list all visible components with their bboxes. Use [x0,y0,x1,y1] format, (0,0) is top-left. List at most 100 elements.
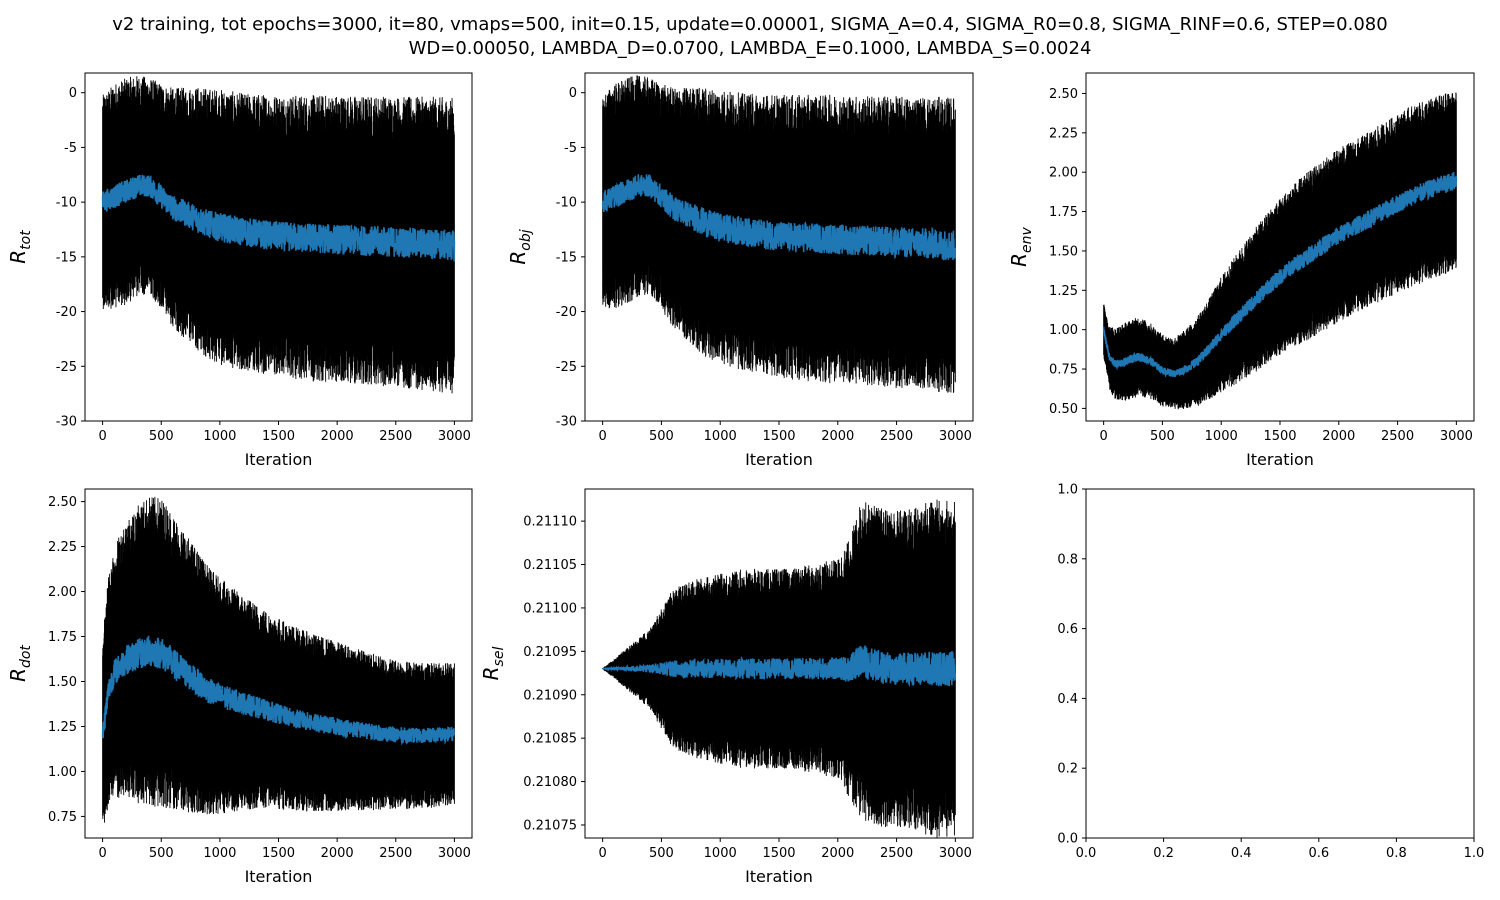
x-tick-label: 0.8 [1386,846,1407,861]
x-tick-label: 3000 [438,846,471,861]
subplot-2: 0 500 1000 1500 2000 2500 3000 -30 -25 -20 -15 -10 -… [506,73,973,469]
y-tick-label: 0.50 [1049,402,1078,417]
x-tick-label: 1500 [262,429,295,444]
series-1 [603,500,956,838]
x-tick-label: 3000 [438,429,471,444]
y-tick-label: 2.00 [48,585,77,600]
x-tick-label: 2500 [379,846,412,861]
x-tick-label: 500 [1150,429,1175,444]
x-tick-label: 0 [98,846,106,861]
y-tick-label: 0.4 [1057,692,1078,707]
y-tick-label: 1.75 [1049,205,1078,220]
y-tick-label: 0.6 [1057,622,1078,637]
x-tick-label: 500 [649,429,674,444]
y-tick-label: -10 [56,196,77,211]
y-tick-label: 2.25 [1049,126,1078,141]
x-tick-label: 0.4 [1231,846,1252,861]
y-tick-label: 1.00 [48,765,77,780]
x-tick-label: 1000 [704,429,737,444]
y-tick-label: 0.0 [1057,832,1078,847]
y-tick-label: 0.21105 [523,558,577,573]
y-tick-label: -25 [56,360,77,375]
subplot-6: 0.0 0.2 0.4 0.6 0.8 1.0 0.0 0.2 0.4 0.6 0.8 1.0 [1057,483,1484,862]
y-axis-label: Rtot [6,230,34,264]
y-tick-label: 0.21090 [523,688,577,703]
y-tick-label: 0.8 [1057,552,1078,567]
y-tick-label: 0.21085 [523,732,577,747]
x-tick-label: 2000 [1322,429,1355,444]
x-tick-label: 2500 [379,429,412,444]
y-tick-label: 2.50 [48,495,77,510]
subplot-5: 0 500 1000 1500 2000 2500 3000 0.21075 0.21080 0.… [479,489,973,886]
x-tick-label: 1500 [762,429,795,444]
series-1 [1104,92,1457,409]
x-tick-label: 1000 [203,846,236,861]
y-tick-label: -20 [556,305,577,320]
series-1 [103,497,455,823]
y-tick-label: 1.0 [1057,483,1078,498]
y-tick-label: 0 [69,86,77,101]
y-tick-label: 0.21075 [523,818,577,833]
y-tick-label: 0.21110 [523,515,577,530]
x-tick-label: 1.0 [1464,846,1485,861]
x-axis-label: Iteration [1246,450,1314,469]
x-tick-label: 0.0 [1076,846,1097,861]
y-tick-label: -10 [556,196,577,211]
x-tick-label: 0 [1099,429,1107,444]
subplot-1: 0 500 1000 1500 2000 2500 3000-30-25-20-15-10-… [6,73,472,469]
x-tick-label: 1500 [262,846,295,861]
x-tick-label: 3000 [939,429,972,444]
error-bars [1104,92,1457,409]
y-tick-label: 0.75 [48,810,77,825]
y-tick-label: -30 [56,415,77,430]
x-axis-label: Iteration [745,450,813,469]
y-tick-label: 0.21080 [523,775,577,790]
y-tick-label: -5 [564,141,577,156]
subplot-4: 0 500 1000 1500 2000 2500 3000 0.75 1.00 1.25 1.50… [6,489,472,886]
series-1 [603,75,956,393]
y-tick-label: 1.50 [1049,244,1078,259]
y-tick-label: -30 [556,415,577,430]
y-tick-label: 1.75 [48,630,77,645]
x-axis-label: Iteration [245,867,313,886]
x-tick-label: 3000 [939,846,972,861]
x-tick-label: 2000 [321,846,354,861]
y-tick-label: 0 [569,86,577,101]
x-tick-label: 3000 [1440,429,1473,444]
series-1 [103,76,455,393]
x-tick-label: 2500 [880,846,913,861]
y-tick-label: 0.21095 [523,645,577,660]
y-tick-label: -15 [556,250,577,265]
y-tick-label: 2.00 [1049,166,1078,181]
x-tick-label: 2500 [1381,429,1414,444]
x-axis-label: Iteration [245,450,313,469]
x-tick-label: 0 [598,429,606,444]
y-axis-label: Robj [506,229,534,264]
y-tick-label: 1.25 [48,720,77,735]
x-tick-label: 0 [98,429,106,444]
y-tick-label: -15 [56,250,77,265]
x-tick-label: 1500 [1263,429,1296,444]
x-tick-label: 500 [149,846,174,861]
y-tick-label: 2.25 [48,540,77,555]
y-tick-label: -25 [556,360,577,375]
y-axis-label: Renv [1007,226,1035,266]
subplot-3: 0 500 1000 1500 2000 2500 3000 0.50 0.75 1.00 1.25… [1007,73,1474,469]
x-tick-label: 2000 [321,429,354,444]
y-axis-label: Rsel [479,647,507,681]
y-tick-label: 2.50 [1049,87,1078,102]
x-tick-label: 2000 [821,846,854,861]
x-tick-label: 2500 [880,429,913,444]
y-tick-label: 1.00 [1049,323,1078,338]
x-tick-label: 2000 [821,429,854,444]
x-tick-label: 1000 [203,429,236,444]
y-axis-label: Rdot [6,645,34,682]
x-tick-label: 1000 [704,846,737,861]
y-tick-label: 1.25 [1049,284,1078,299]
y-tick-label: -5 [64,141,77,156]
x-tick-label: 1000 [1205,429,1238,444]
x-tick-label: 500 [649,846,674,861]
x-tick-label: 0.2 [1153,846,1174,861]
x-axis-label: Iteration [745,867,813,886]
